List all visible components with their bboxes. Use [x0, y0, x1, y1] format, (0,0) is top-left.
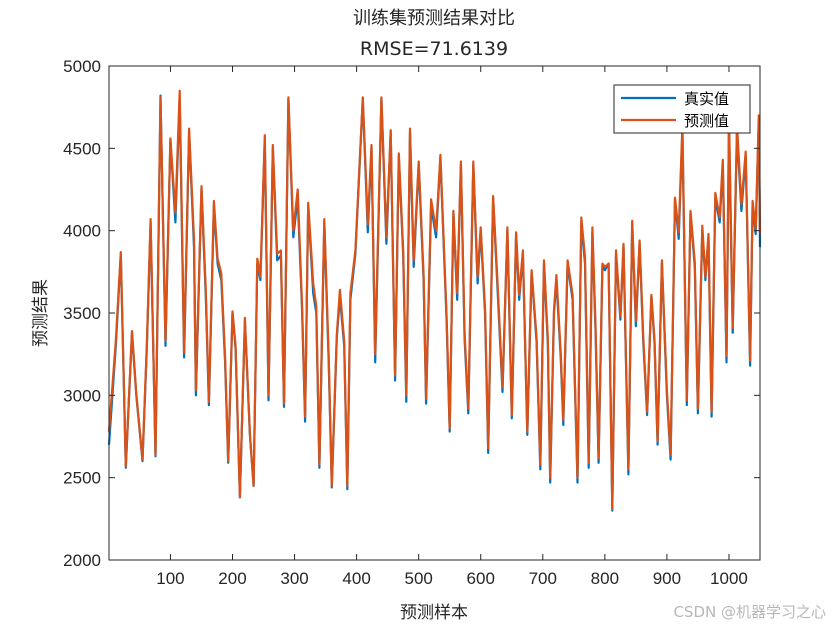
x-tick-label: 500	[404, 569, 432, 588]
x-tick-label: 400	[342, 569, 370, 588]
chart-title: 训练集预测结果对比	[353, 8, 515, 29]
y-tick-label: 4000	[63, 222, 101, 241]
y-tick-label: 3000	[63, 386, 101, 405]
x-tick-label: 300	[280, 569, 308, 588]
legend-label-predicted: 预测值	[684, 112, 729, 130]
legend-box	[613, 84, 751, 134]
y-tick-label: 4500	[63, 139, 101, 158]
y-tick-label: 3500	[63, 304, 101, 323]
series-line-predicted	[107, 89, 762, 511]
chart-subtitle: RMSE=71.6139	[360, 38, 508, 60]
y-tick-label: 2000	[63, 551, 101, 570]
legend: 真实值 预测值	[613, 84, 751, 134]
tick-layer: 100 200 300 400 500 600 700 800 900 1000 2000 2500 3…	[63, 57, 760, 588]
x-axis-label: 预测样本	[400, 603, 468, 623]
x-tick-label: 600	[467, 569, 495, 588]
x-tick-label: 200	[218, 569, 246, 588]
series-layer	[107, 89, 762, 512]
x-tick-label: 100	[156, 569, 184, 588]
x-tick-label: 800	[591, 569, 619, 588]
y-tick-label: 2500	[63, 469, 101, 488]
watermark-text: CSDN @机器学习之心	[673, 603, 826, 621]
x-tick-label: 700	[529, 569, 557, 588]
y-axis-label: 预测结果	[31, 279, 51, 347]
x-tick-label: 1000	[710, 569, 748, 588]
x-tick-label: 900	[653, 569, 681, 588]
legend-label-true: 真实值	[684, 90, 729, 108]
y-tick-label: 5000	[63, 57, 101, 76]
